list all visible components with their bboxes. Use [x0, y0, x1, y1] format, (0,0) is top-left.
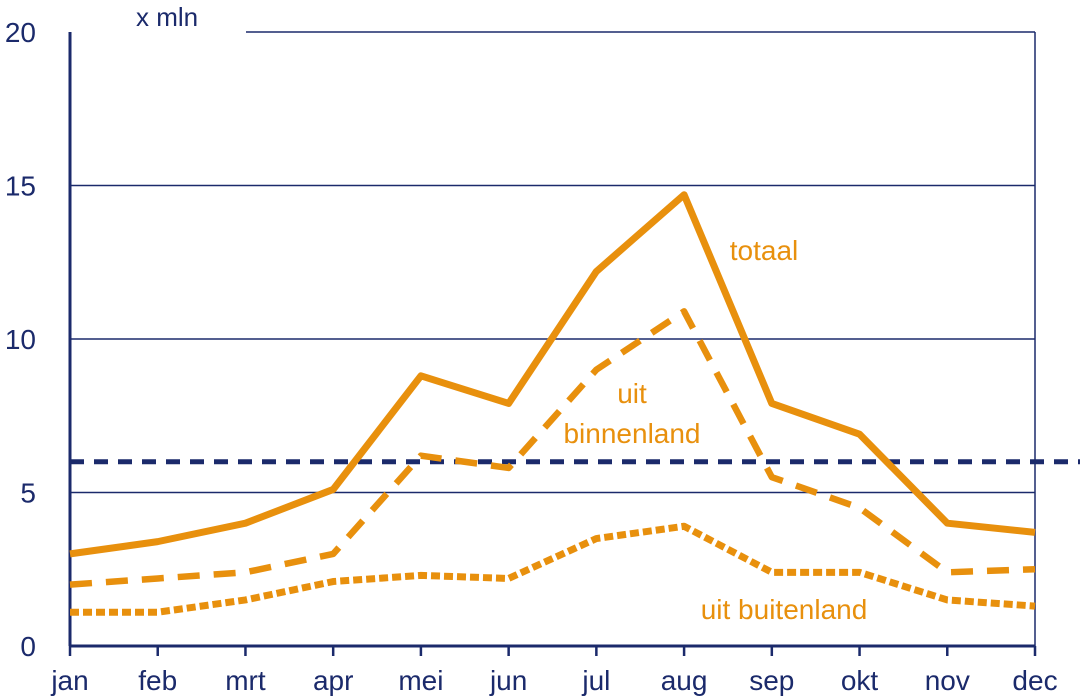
- series-label-totaal: totaal: [730, 235, 799, 266]
- series-line-uit-buitenland: [70, 522, 1036, 616]
- y-tick-label-15: 15: [5, 171, 36, 202]
- x-tick-label-okt: okt: [841, 665, 879, 696]
- series-lines: [69, 191, 1036, 616]
- x-tick-label-sep: sep: [749, 665, 794, 696]
- series-line-uit-binnenland: [69, 308, 1036, 588]
- x-tick-label-apr: apr: [313, 665, 353, 696]
- x-tick-label-jan: jan: [50, 665, 88, 696]
- x-tick-label-jul: jul: [581, 665, 610, 696]
- series-label-uit-binnenland-1: uit: [617, 378, 647, 409]
- y-tick-label-5: 5: [20, 478, 36, 509]
- y-tick-label-10: 10: [5, 324, 36, 355]
- x-tick-label-mrt: mrt: [225, 665, 266, 696]
- series-line-totaal: [69, 191, 1036, 558]
- series-label-uit-binnenland-2: binnenland: [563, 418, 700, 449]
- x-tick-label-dec: dec: [1012, 665, 1057, 696]
- x-tick-label-feb: feb: [138, 665, 177, 696]
- x-tick-label-aug: aug: [661, 665, 708, 696]
- y-tick-label-20: 20: [5, 17, 36, 48]
- series-labels: totaal uit binnenland uit buitenland: [563, 235, 867, 625]
- y-axis-ticks: 0 5 10 15 20: [5, 17, 36, 662]
- x-tick-label-nov: nov: [925, 665, 970, 696]
- x-axis-ticks: jan feb mrt apr mei jun jul aug sep okt nov dec: [50, 646, 1058, 696]
- x-tick-label-jun: jun: [489, 665, 527, 696]
- y-tick-label-0: 0: [20, 631, 36, 662]
- y-axis-unit-label: x mln: [136, 2, 198, 32]
- axes: [68, 32, 1036, 648]
- series-label-uit-buitenland: uit buitenland: [701, 594, 868, 625]
- x-tick-label-mei: mei: [398, 665, 443, 696]
- gridlines: [70, 31, 1035, 494]
